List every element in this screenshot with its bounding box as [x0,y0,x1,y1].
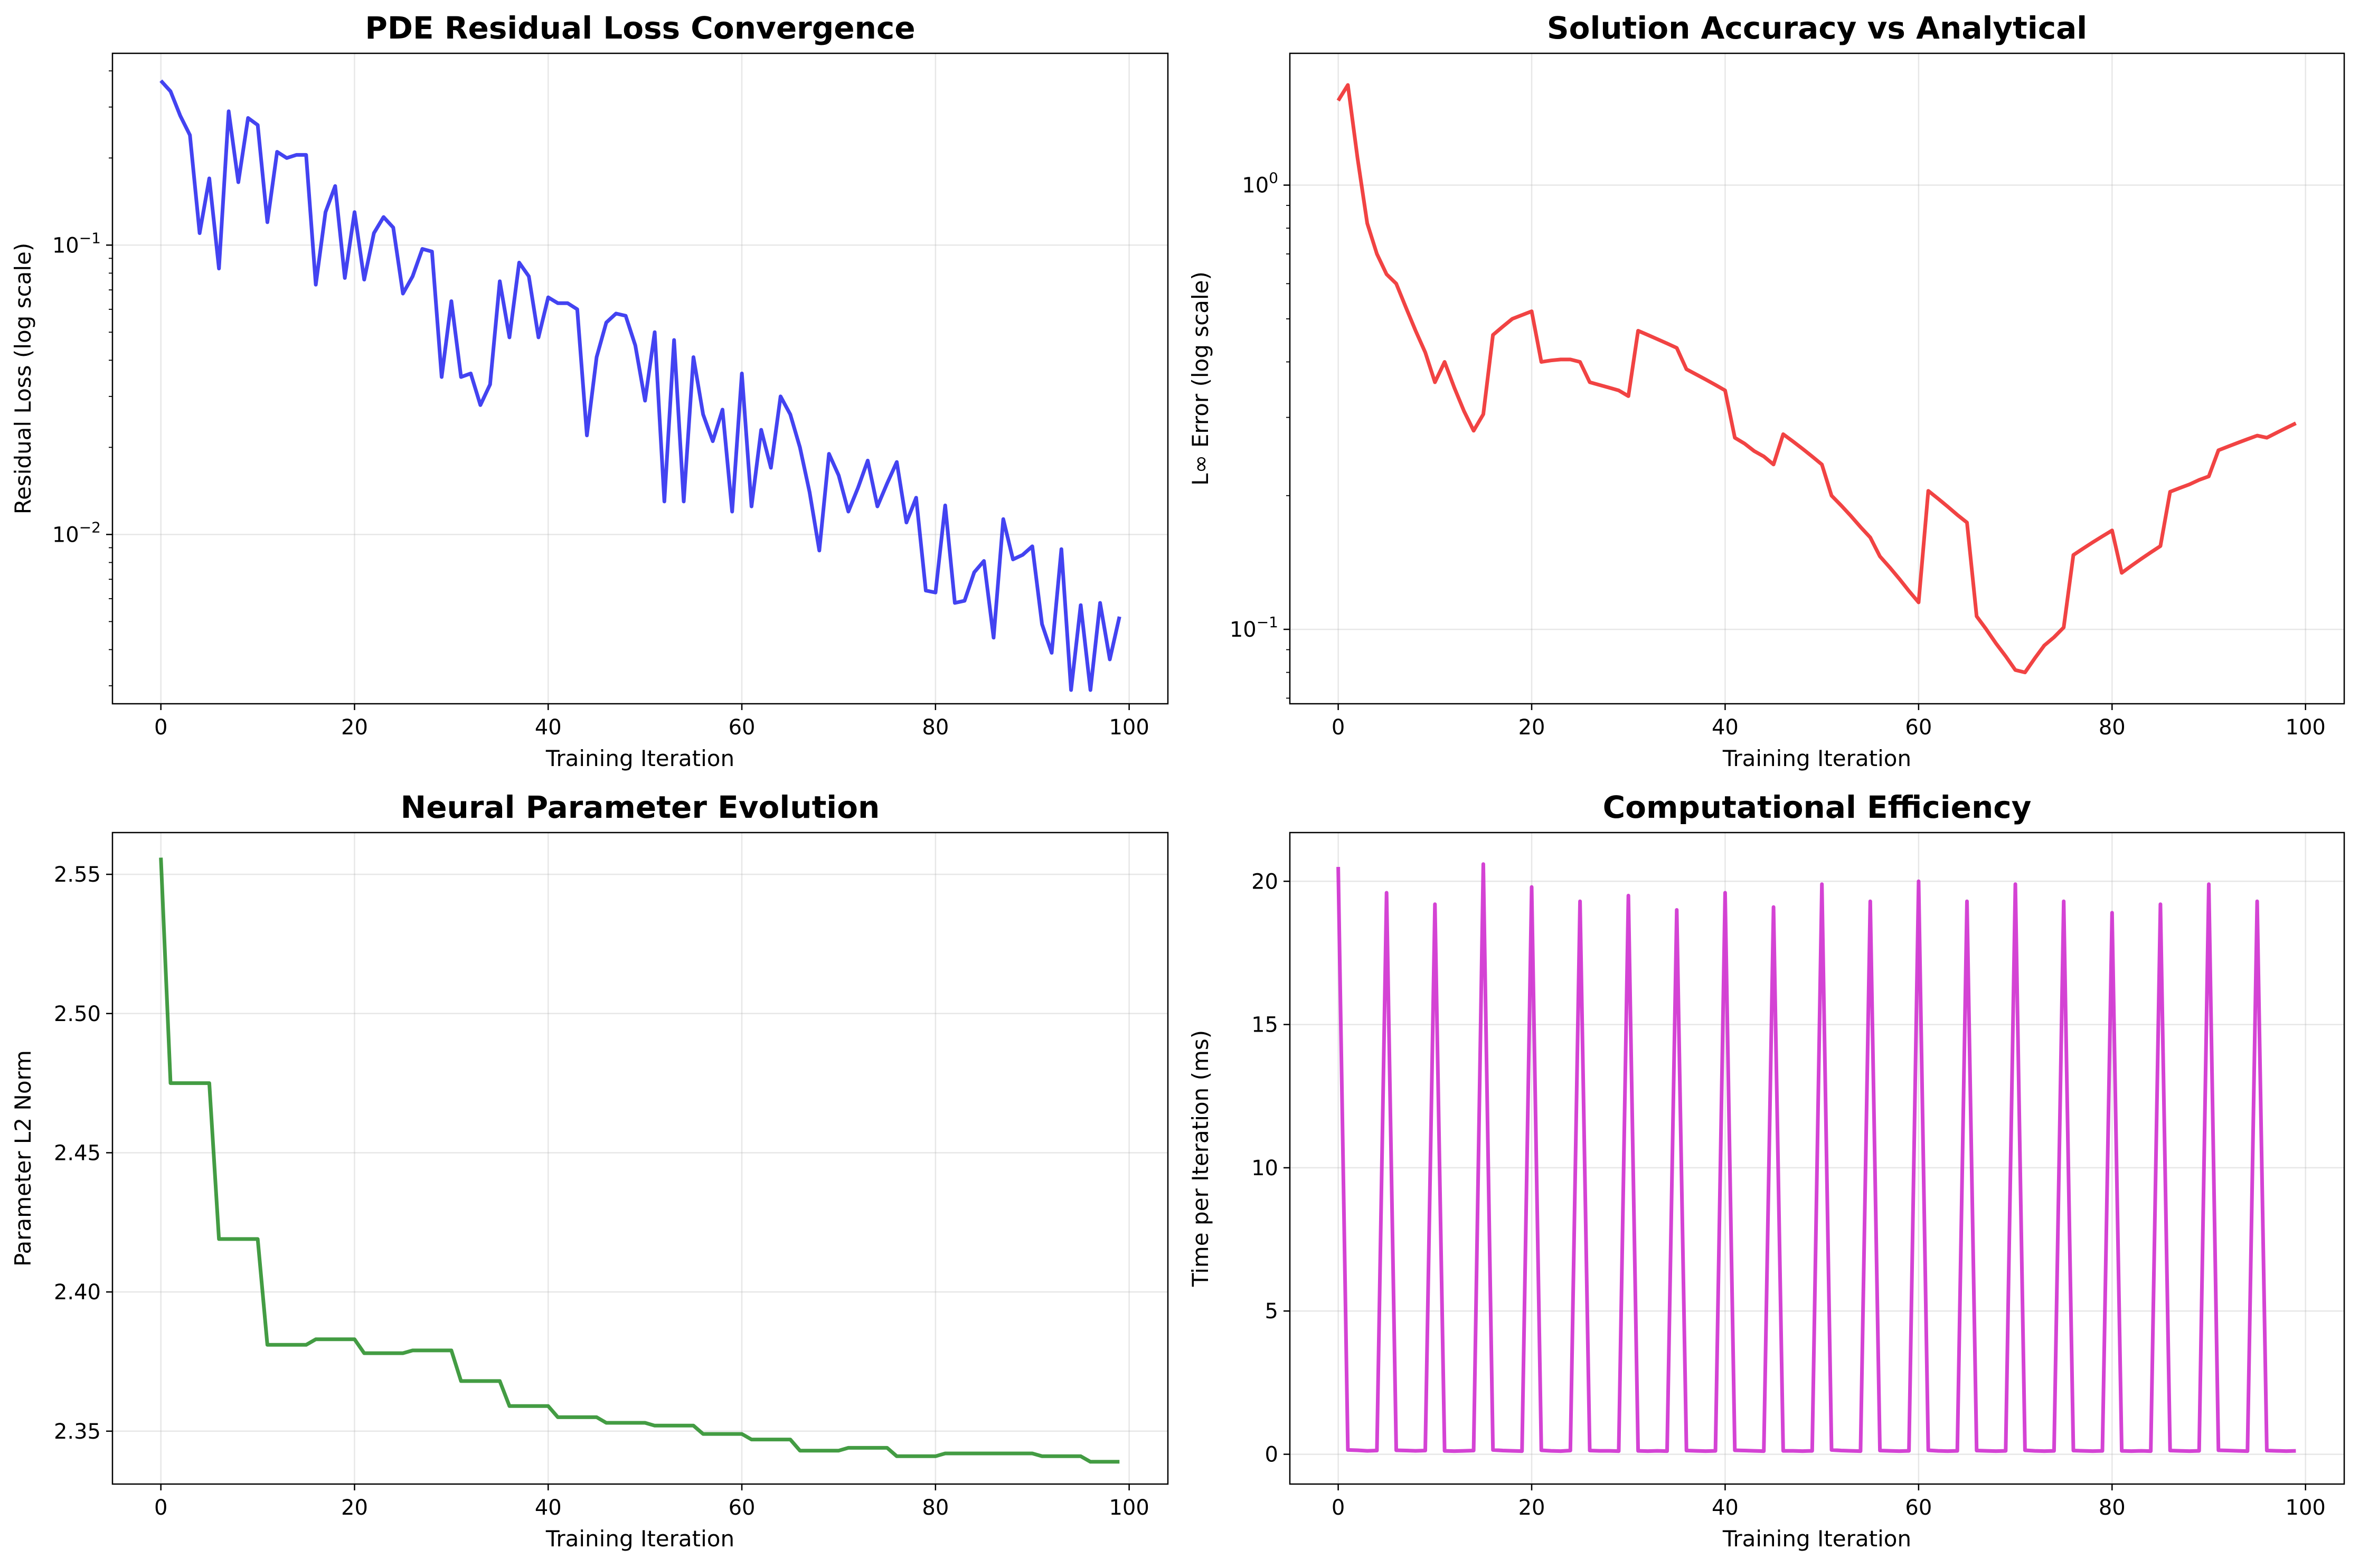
y-tick-label: 0 [1265,1443,1278,1467]
x-tick-label: 100 [2286,715,2326,740]
x-tick-label: 0 [1332,715,1345,740]
x-tick-label: 0 [1332,1496,1345,1520]
x-tick-label: 60 [1905,1496,1932,1520]
params-grid [112,833,1168,1484]
chart-parameter-evolution: 0 20 40 60 80 100 2.35 2.40 2.45 2.50 2.55 Neural P… [10,789,1169,1552]
y-tick-label: 20 [1251,870,1278,894]
params-x-axis-label: Training Iteration [545,1526,734,1552]
efficiency-axes-frame [1289,832,2345,1485]
x-tick-label: 60 [729,1496,756,1520]
efficiency-ticks: 0 20 40 60 80 100 0 5 10 15 20 [1251,870,2326,1520]
x-tick-label: 40 [1712,1496,1739,1520]
x-tick-label: 100 [1109,1496,1149,1520]
y-tick-label: 10−2 [52,518,101,547]
x-tick-label: 20 [1518,715,1545,740]
x-tick-label: 20 [1518,1496,1545,1520]
residual-grid [112,53,1168,704]
params-axes-frame [111,832,1169,1485]
x-tick-label: 80 [922,715,949,740]
x-tick-label: 80 [2099,1496,2126,1520]
residual-x-axis-label: Training Iteration [545,745,734,771]
efficiency-title: Computational Efficiency [1603,789,2032,825]
chart-solution-accuracy: 0 20 40 60 80 100 10−1 100 Solution Accuracy vs … [1187,10,2345,771]
y-tick-label: 2.40 [54,1280,101,1305]
y-tick-label: 2.45 [54,1141,101,1165]
y-tick-label: 10 [1251,1156,1278,1180]
y-tick-label: 2.50 [54,1002,101,1026]
x-tick-label: 40 [535,715,562,740]
y-tick-label: 2.35 [54,1420,101,1444]
residual-axes-frame [111,52,1169,705]
x-tick-label: 60 [1905,715,1932,740]
x-tick-label: 40 [535,1496,562,1520]
efficiency-series-line [1336,862,2296,1453]
x-tick-label: 80 [922,1496,949,1520]
residual-series-line [159,79,1121,692]
y-tick-label: 10−1 [52,229,101,258]
x-tick-label: 80 [2099,715,2126,740]
params-y-axis-label: Parameter L2 Norm [10,1050,36,1267]
accuracy-ticks: 0 20 40 60 80 100 10−1 100 [1230,169,2326,740]
accuracy-y-axis-label: L∞ Error (log scale) [1187,271,1213,486]
efficiency-y-axis-label: Time per Iteration (ms) [1187,1030,1213,1287]
x-tick-label: 40 [1712,715,1739,740]
params-title: Neural Parameter Evolution [401,789,880,825]
y-tick-label: 10−1 [1230,613,1278,642]
params-ticks: 0 20 40 60 80 100 2.35 2.40 2.45 2.50 2.55 [54,863,1149,1520]
y-tick-label: 5 [1265,1299,1278,1324]
chart-computational-efficiency: 0 20 40 60 80 100 0 5 10 15 20 Computational Effici… [1187,789,2345,1552]
accuracy-series-line [1336,83,2297,675]
y-tick-label: 2.55 [54,863,101,887]
residual-y-axis-label: Residual Loss (log scale) [10,243,36,515]
x-tick-label: 20 [341,1496,368,1520]
accuracy-axes-frame [1289,52,2345,705]
x-tick-label: 60 [729,715,756,740]
y-tick-label: 100 [1242,169,1278,198]
x-tick-label: 100 [2286,1496,2326,1520]
x-tick-label: 100 [1109,715,1149,740]
accuracy-title: Solution Accuracy vs Analytical [1547,10,2087,46]
x-tick-label: 0 [154,715,167,740]
y-tick-label: 15 [1251,1013,1278,1037]
residual-title: PDE Residual Loss Convergence [365,10,915,46]
residual-ticks: 0 20 40 60 80 100 10−2 10−1 [52,70,1149,740]
x-tick-label: 0 [154,1496,167,1520]
x-tick-label: 20 [341,715,368,740]
efficiency-grid [1290,833,2344,1484]
params-series-line [159,857,1120,1464]
efficiency-x-axis-label: Training Iteration [1722,1526,1911,1552]
accuracy-x-axis-label: Training Iteration [1722,745,1911,771]
chart-residual-loss: 0 20 40 60 80 100 10−2 10−1 PDE Residual Loss Co… [10,10,1169,771]
